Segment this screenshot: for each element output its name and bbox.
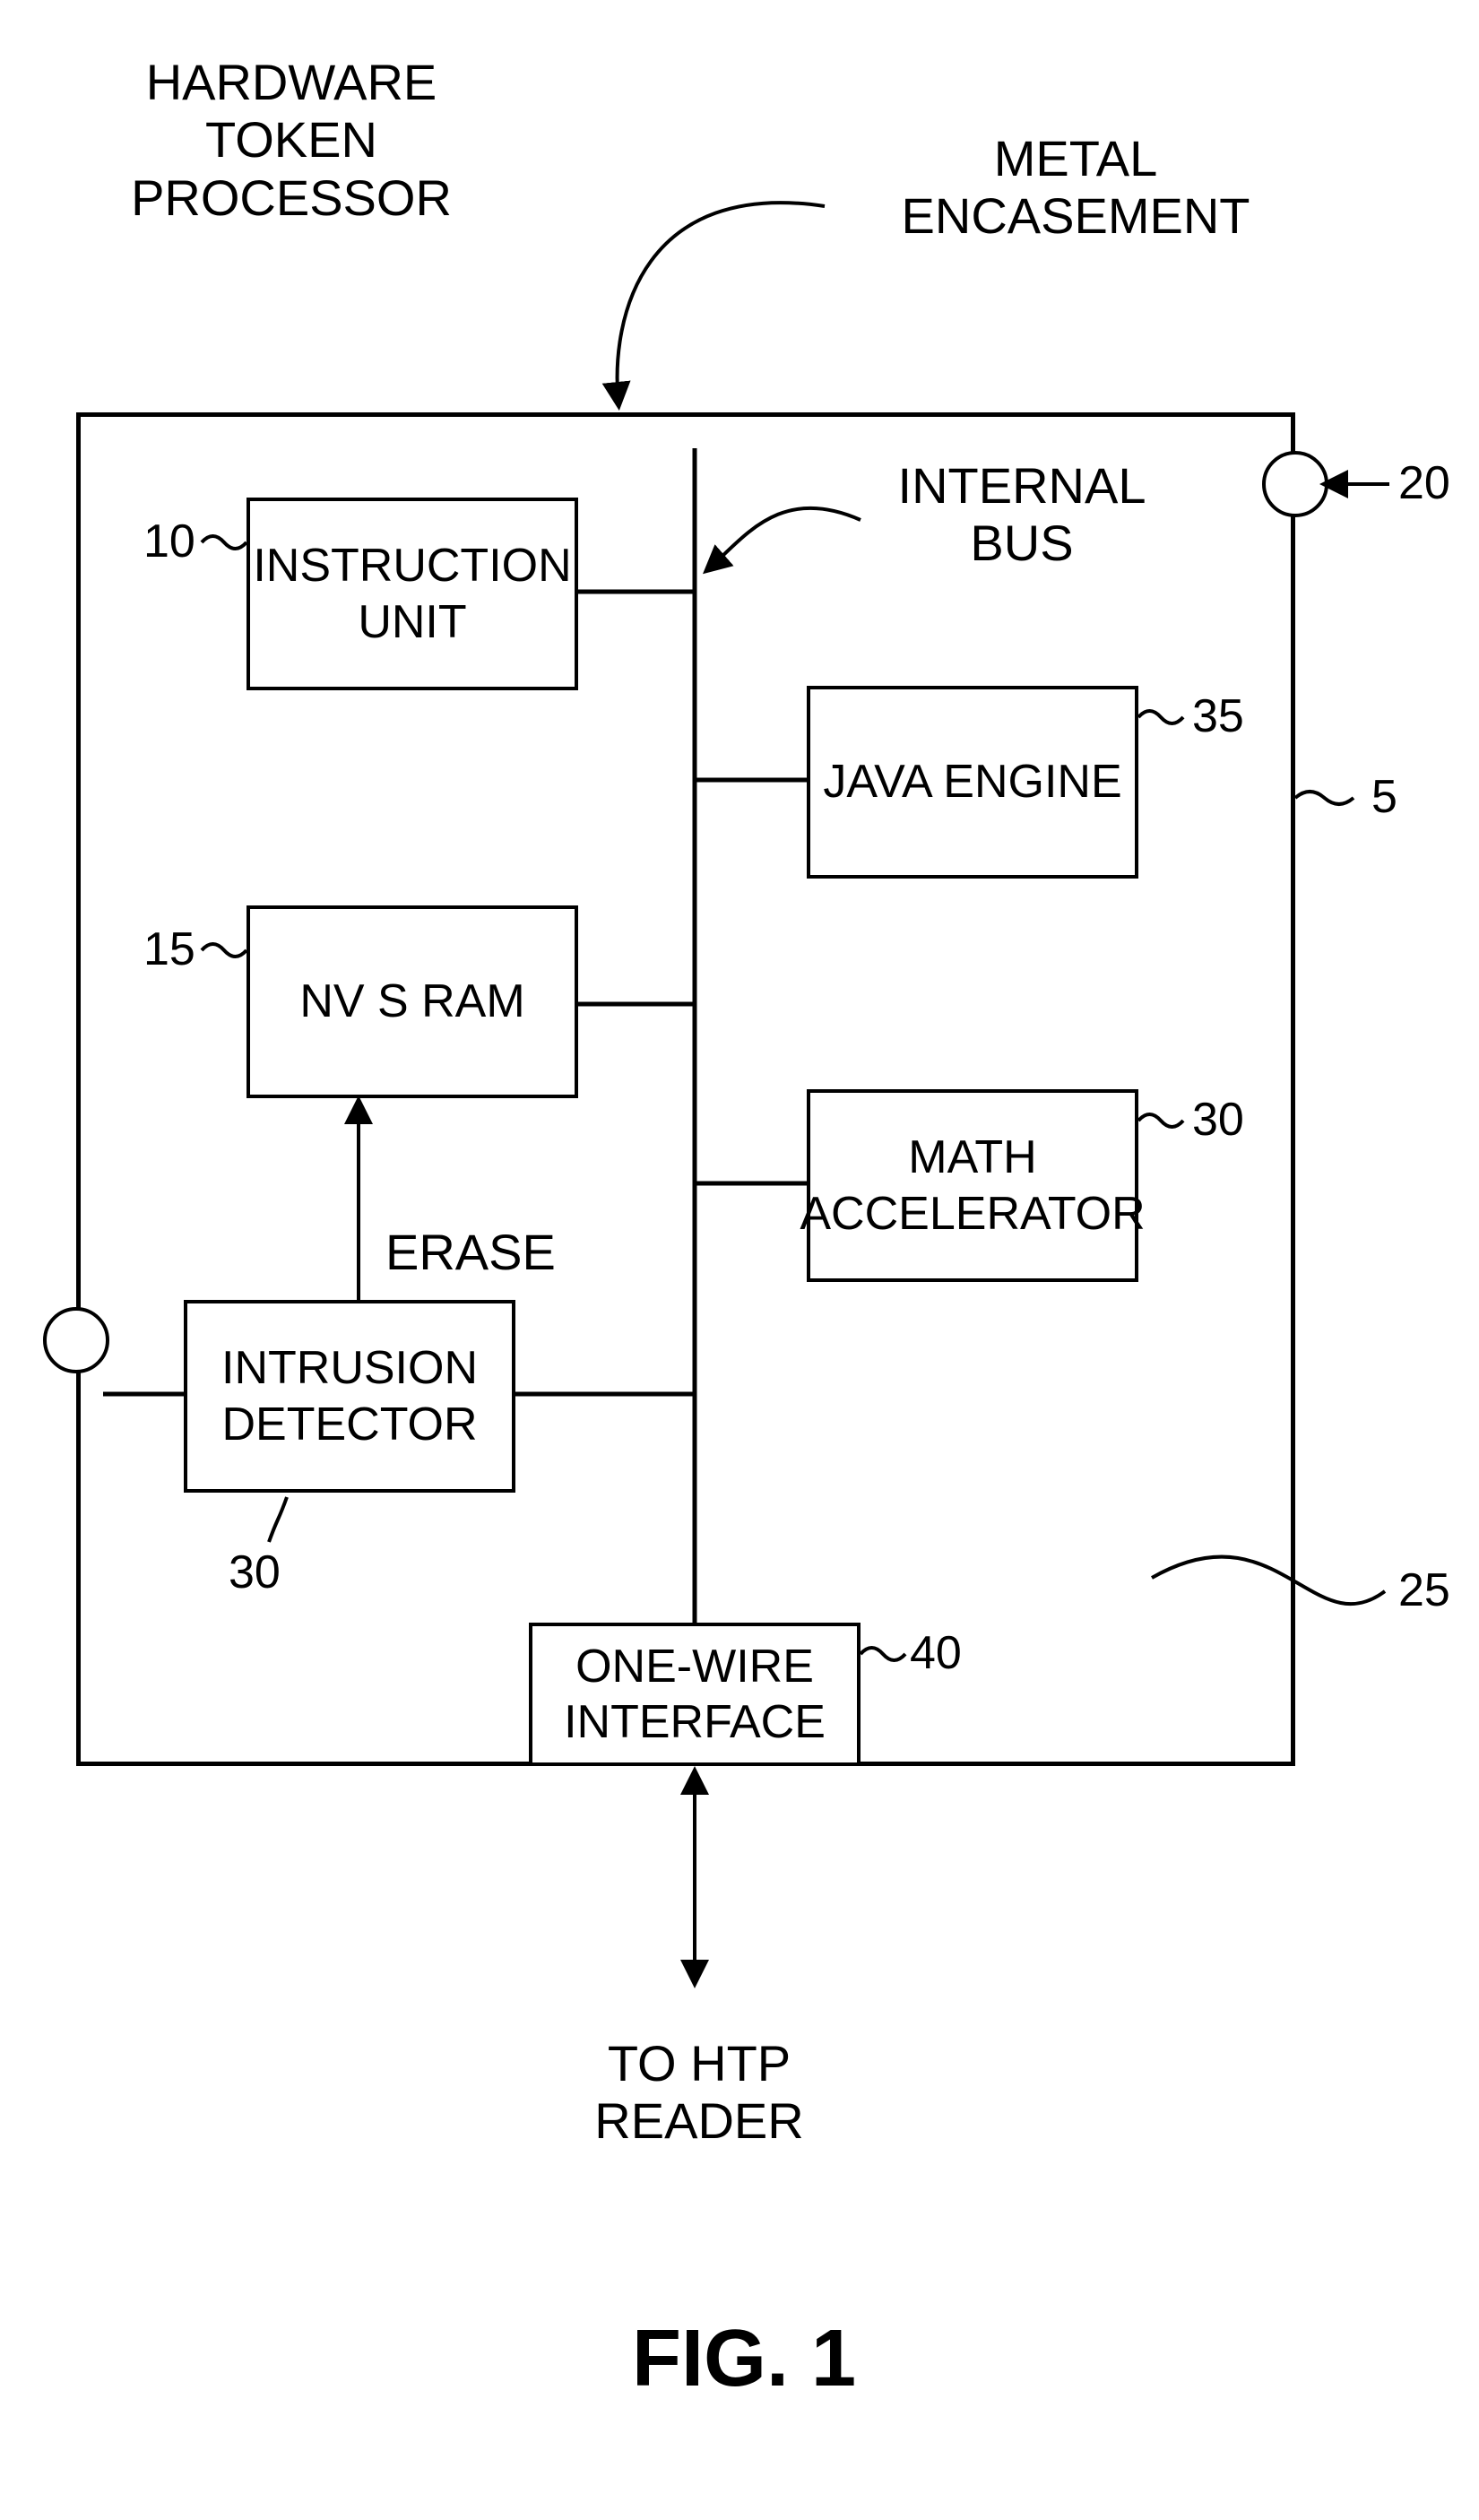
intrusion-detector-block: INTRUSION DETECTOR [184, 1300, 515, 1493]
instruction-unit-text: INSTRUCTION UNIT [250, 538, 575, 650]
ref-10: 10 [143, 515, 195, 569]
math-accelerator-block: MATH ACCELERATOR [807, 1089, 1138, 1282]
metal-encasement-label: METAL ENCASEMENT [843, 130, 1309, 246]
ref-35: 35 [1192, 690, 1244, 744]
ref-25: 25 [1398, 1564, 1450, 1618]
one-wire-interface-block: ONE-WIRE INTERFACE [529, 1623, 861, 1766]
ref-5: 5 [1371, 771, 1397, 825]
intrusion-detector-text: INTRUSION DETECTOR [187, 1340, 512, 1452]
ref-20: 20 [1398, 457, 1450, 511]
one-wire-interface-text: ONE-WIRE INTERFACE [532, 1639, 857, 1751]
title-label: HARDWARE TOKEN PROCESSOR [103, 54, 480, 227]
ref-30-math: 30 [1192, 1094, 1244, 1147]
figure-caption: FIG. 1 [574, 2313, 914, 2406]
ref-30-intrusion: 30 [229, 1546, 281, 1600]
java-engine-text: JAVA ENGINE [823, 754, 1121, 810]
to-htp-reader-label: TO HTP READER [556, 2035, 843, 2151]
ref-15: 15 [143, 923, 195, 977]
nv-sram-block: NV S RAM [246, 905, 578, 1098]
nv-sram-text: NV S RAM [299, 974, 524, 1029]
ref-40: 40 [910, 1627, 962, 1681]
instruction-unit-block: INSTRUCTION UNIT [246, 498, 578, 690]
java-engine-block: JAVA ENGINE [807, 686, 1138, 879]
math-accelerator-text: MATH ACCELERATOR [800, 1130, 1145, 1242]
